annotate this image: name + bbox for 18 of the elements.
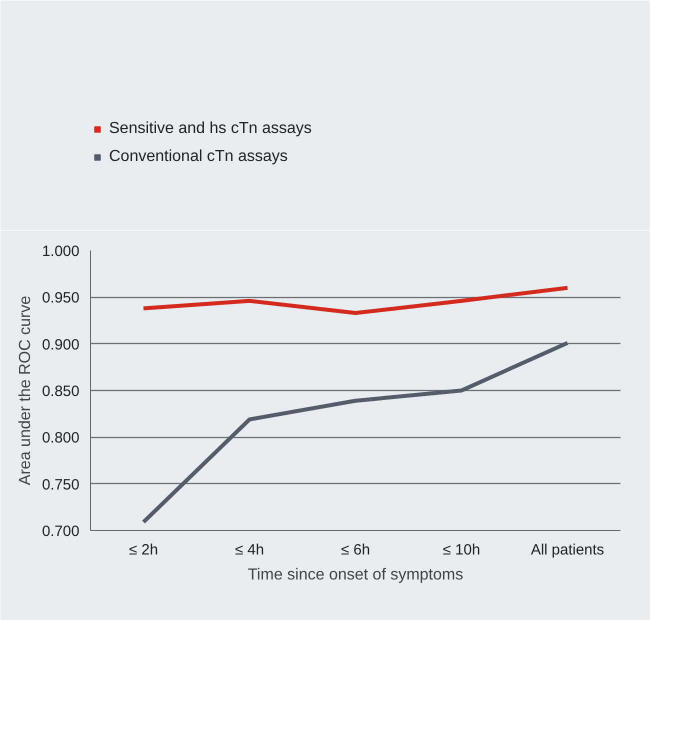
y-tick-label: 0.950 bbox=[42, 290, 80, 307]
line-series bbox=[142, 286, 570, 316]
y-tick-label: 0.800 bbox=[42, 430, 80, 447]
x-tick-label: ≤ 4h bbox=[234, 542, 264, 558]
y-tick-label: 0.700 bbox=[42, 523, 80, 540]
legend-label: Conventional cTn assays bbox=[109, 148, 288, 166]
x-axis-title: Time since onset of symptoms bbox=[248, 566, 464, 584]
y-tick-label: 0.900 bbox=[42, 336, 80, 354]
legend-label: Sensitive and hs cTn assays bbox=[109, 120, 312, 138]
x-tick-label: ≤ 2h bbox=[128, 542, 158, 558]
y-axis-title: Area under the ROC curve bbox=[16, 296, 34, 486]
x-tick-label: ≤ 6h bbox=[340, 542, 370, 558]
y-tick-label: 1.000 bbox=[42, 243, 80, 260]
y-tick-label: 0.750 bbox=[42, 476, 80, 494]
x-tick-label: ≤ 10h bbox=[442, 542, 480, 558]
x-tick-label: All patients bbox=[530, 542, 604, 558]
y-tick-label: 0.850 bbox=[42, 383, 80, 400]
line-series bbox=[142, 340, 570, 524]
